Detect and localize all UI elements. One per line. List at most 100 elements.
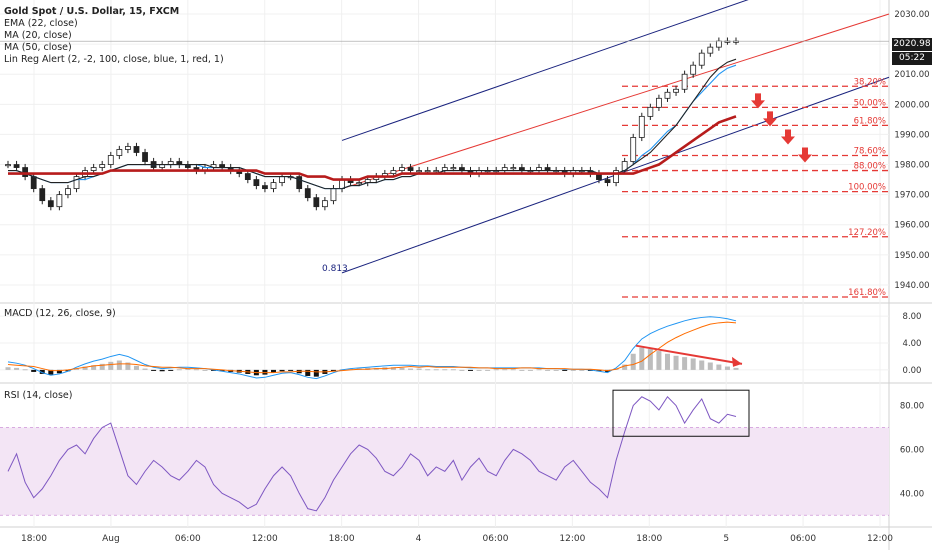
countdown-tag: 05:22 <box>892 52 932 65</box>
fib-level-label: 127.20% <box>848 228 886 238</box>
macd-histogram-bar <box>450 369 456 371</box>
candle <box>424 170 431 173</box>
macd-histogram-bar <box>502 369 508 371</box>
macd-histogram-bar <box>519 369 525 371</box>
macd-histogram-bar <box>716 364 722 370</box>
x-tick-label: 06:00 <box>175 534 201 544</box>
macd-histogram-bar <box>416 368 422 370</box>
macd-histogram-bar <box>305 369 311 376</box>
macd-histogram-bar <box>690 358 696 370</box>
macd-histogram-bar <box>562 369 568 371</box>
macd-histogram-bar <box>219 369 225 372</box>
regression-label: 0.813 <box>322 264 348 274</box>
macd-histogram-bar <box>408 368 414 370</box>
macd-histogram-bar <box>31 369 37 372</box>
down-arrow-icon <box>781 129 795 145</box>
price-tick-label: 2010.00 <box>894 70 929 80</box>
candle <box>339 179 345 190</box>
macd-histogram-bar <box>647 349 653 370</box>
macd-histogram-bar <box>724 366 730 370</box>
macd-histogram-bar <box>56 369 62 374</box>
price-tick-label: 2000.00 <box>894 100 929 110</box>
candle <box>664 91 671 99</box>
macd-histogram-bar <box>185 368 191 370</box>
candle <box>253 179 260 187</box>
down-arrow-icon <box>798 147 812 163</box>
macd-divergence-arrow <box>635 344 743 365</box>
candle <box>5 164 11 167</box>
x-tick-label: 12:00 <box>867 534 893 544</box>
macd-histogram-bar <box>733 367 739 370</box>
macd-histogram-bar <box>707 362 713 370</box>
candle <box>690 64 697 75</box>
candle <box>65 188 71 196</box>
macd-histogram-bar <box>288 369 294 371</box>
macd-histogram-bar <box>425 369 431 371</box>
rsi-title[interactable]: RSI (14, close) <box>4 390 73 401</box>
ma20-legend[interactable]: MA (20, close) <box>4 30 72 41</box>
macd-histogram-bar <box>168 369 174 371</box>
fib-level-label: 100.00% <box>848 183 886 193</box>
ema-legend[interactable]: EMA (22, close) <box>4 18 78 29</box>
price-legend: Gold Spot / U.S. Dollar, 15, FXCM EMA (2… <box>4 6 224 66</box>
rsi-tick-label: 40.00 <box>900 489 924 499</box>
price-tick-label: 1940.00 <box>894 281 929 291</box>
regression-line <box>341 0 749 141</box>
candle <box>22 167 29 177</box>
fib-level-label: 50.00% <box>854 98 886 108</box>
macd-histogram-bar <box>125 362 131 370</box>
price-tick-label: 1970.00 <box>894 191 929 201</box>
x-tick-label: 12:00 <box>252 534 278 544</box>
candle <box>107 155 114 165</box>
fib-level-label: 88.00% <box>854 162 886 172</box>
price-tick-label: 2030.00 <box>894 10 929 20</box>
macd-line <box>7 316 737 380</box>
candle <box>73 176 80 190</box>
macd-histogram-bar <box>82 366 88 370</box>
ma-line <box>8 58 737 190</box>
macd-histogram-bar <box>467 369 473 371</box>
macd-histogram-bar <box>159 369 165 372</box>
macd-histogram-bar <box>313 369 319 377</box>
macd-histogram-bar <box>48 369 54 375</box>
macd-title[interactable]: MACD (12, 26, close, 9) <box>4 308 116 319</box>
macd-histogram-bar <box>433 369 439 371</box>
price-tick-label: 1950.00 <box>894 251 929 261</box>
macd-histogram-bar <box>65 369 71 372</box>
ma50-legend[interactable]: MA (50, close) <box>4 42 72 53</box>
macd-histogram-bar <box>596 369 602 372</box>
macd-histogram-bar <box>330 369 336 372</box>
macd-histogram-bar <box>108 361 114 370</box>
candle <box>630 137 637 162</box>
macd-histogram-bar <box>151 369 157 371</box>
candle <box>638 115 645 138</box>
linreg-legend[interactable]: Lin Reg Alert (2, -2, 100, close, blue, … <box>4 54 224 65</box>
candle <box>30 176 37 190</box>
candle <box>433 170 440 173</box>
fib-level-label: 161.80% <box>848 288 886 298</box>
candle <box>450 167 457 170</box>
price-tick-label: 1990.00 <box>894 130 929 140</box>
candle <box>313 197 320 208</box>
candle <box>262 185 268 190</box>
x-tick-label: 18:00 <box>21 534 47 544</box>
macd-histogram-bar <box>142 368 148 370</box>
candle <box>613 170 619 183</box>
macd-histogram-bar <box>133 365 139 370</box>
macd-histogram-bar <box>579 369 585 371</box>
candle <box>116 149 123 156</box>
x-tick-label: 5 <box>723 534 729 544</box>
macd-histogram-bar <box>193 369 199 371</box>
macd-histogram-bar <box>639 347 645 370</box>
candle <box>279 176 285 183</box>
macd-histogram-bar <box>116 360 122 370</box>
macd-histogram-bar <box>399 367 405 370</box>
macd-histogram-bar <box>682 357 688 370</box>
down-arrow-icon <box>763 111 777 127</box>
macd-histogram-bar <box>527 369 533 371</box>
fib-level-label: 78.60% <box>854 147 886 157</box>
candle <box>399 167 405 171</box>
macd-tick-label: 4.00 <box>903 339 922 349</box>
candle <box>330 188 337 202</box>
